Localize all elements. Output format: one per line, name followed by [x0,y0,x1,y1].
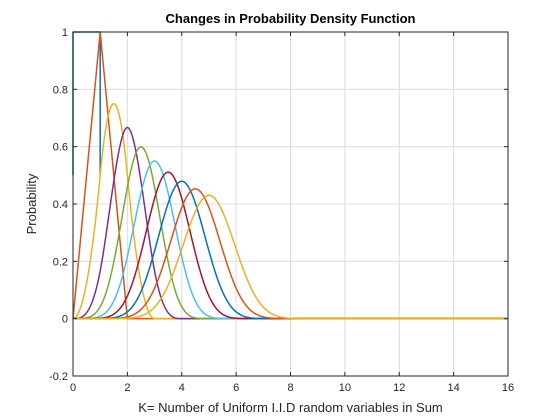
x-tick-label: 6 [233,382,239,394]
x-tick-label: 16 [502,382,514,394]
x-tick-label: 0 [70,382,76,394]
y-tick-label: 0.2 [53,256,68,268]
x-tick-label: 2 [124,382,130,394]
chart-title: Changes in Probability Density Function [166,11,416,26]
x-tick-label: 12 [393,382,405,394]
y-tick-label: 0 [62,314,68,326]
x-tick-label: 10 [339,382,351,394]
y-tick-label: 0.4 [53,199,68,211]
y-tick-label: -0.2 [49,371,68,383]
y-tick-label: 0.6 [53,142,68,154]
x-tick-label: 8 [287,382,293,394]
series-line-n1 [72,31,101,176]
series-line-n10 [72,194,509,320]
y-tick-label: 0.8 [53,84,68,96]
x-tick-label: 14 [448,382,460,394]
y-tick-label: 1 [62,27,68,39]
series-layer [72,31,509,320]
x-tick-label: 4 [179,382,185,394]
y-axis-title: Probability [24,173,39,234]
ticks: 0 2 4 6 8 10 12 14 16-0.200.20.40.60.81 [49,27,514,394]
x-axis-title: K= Number of Uniform I.I.D random variab… [138,400,443,415]
